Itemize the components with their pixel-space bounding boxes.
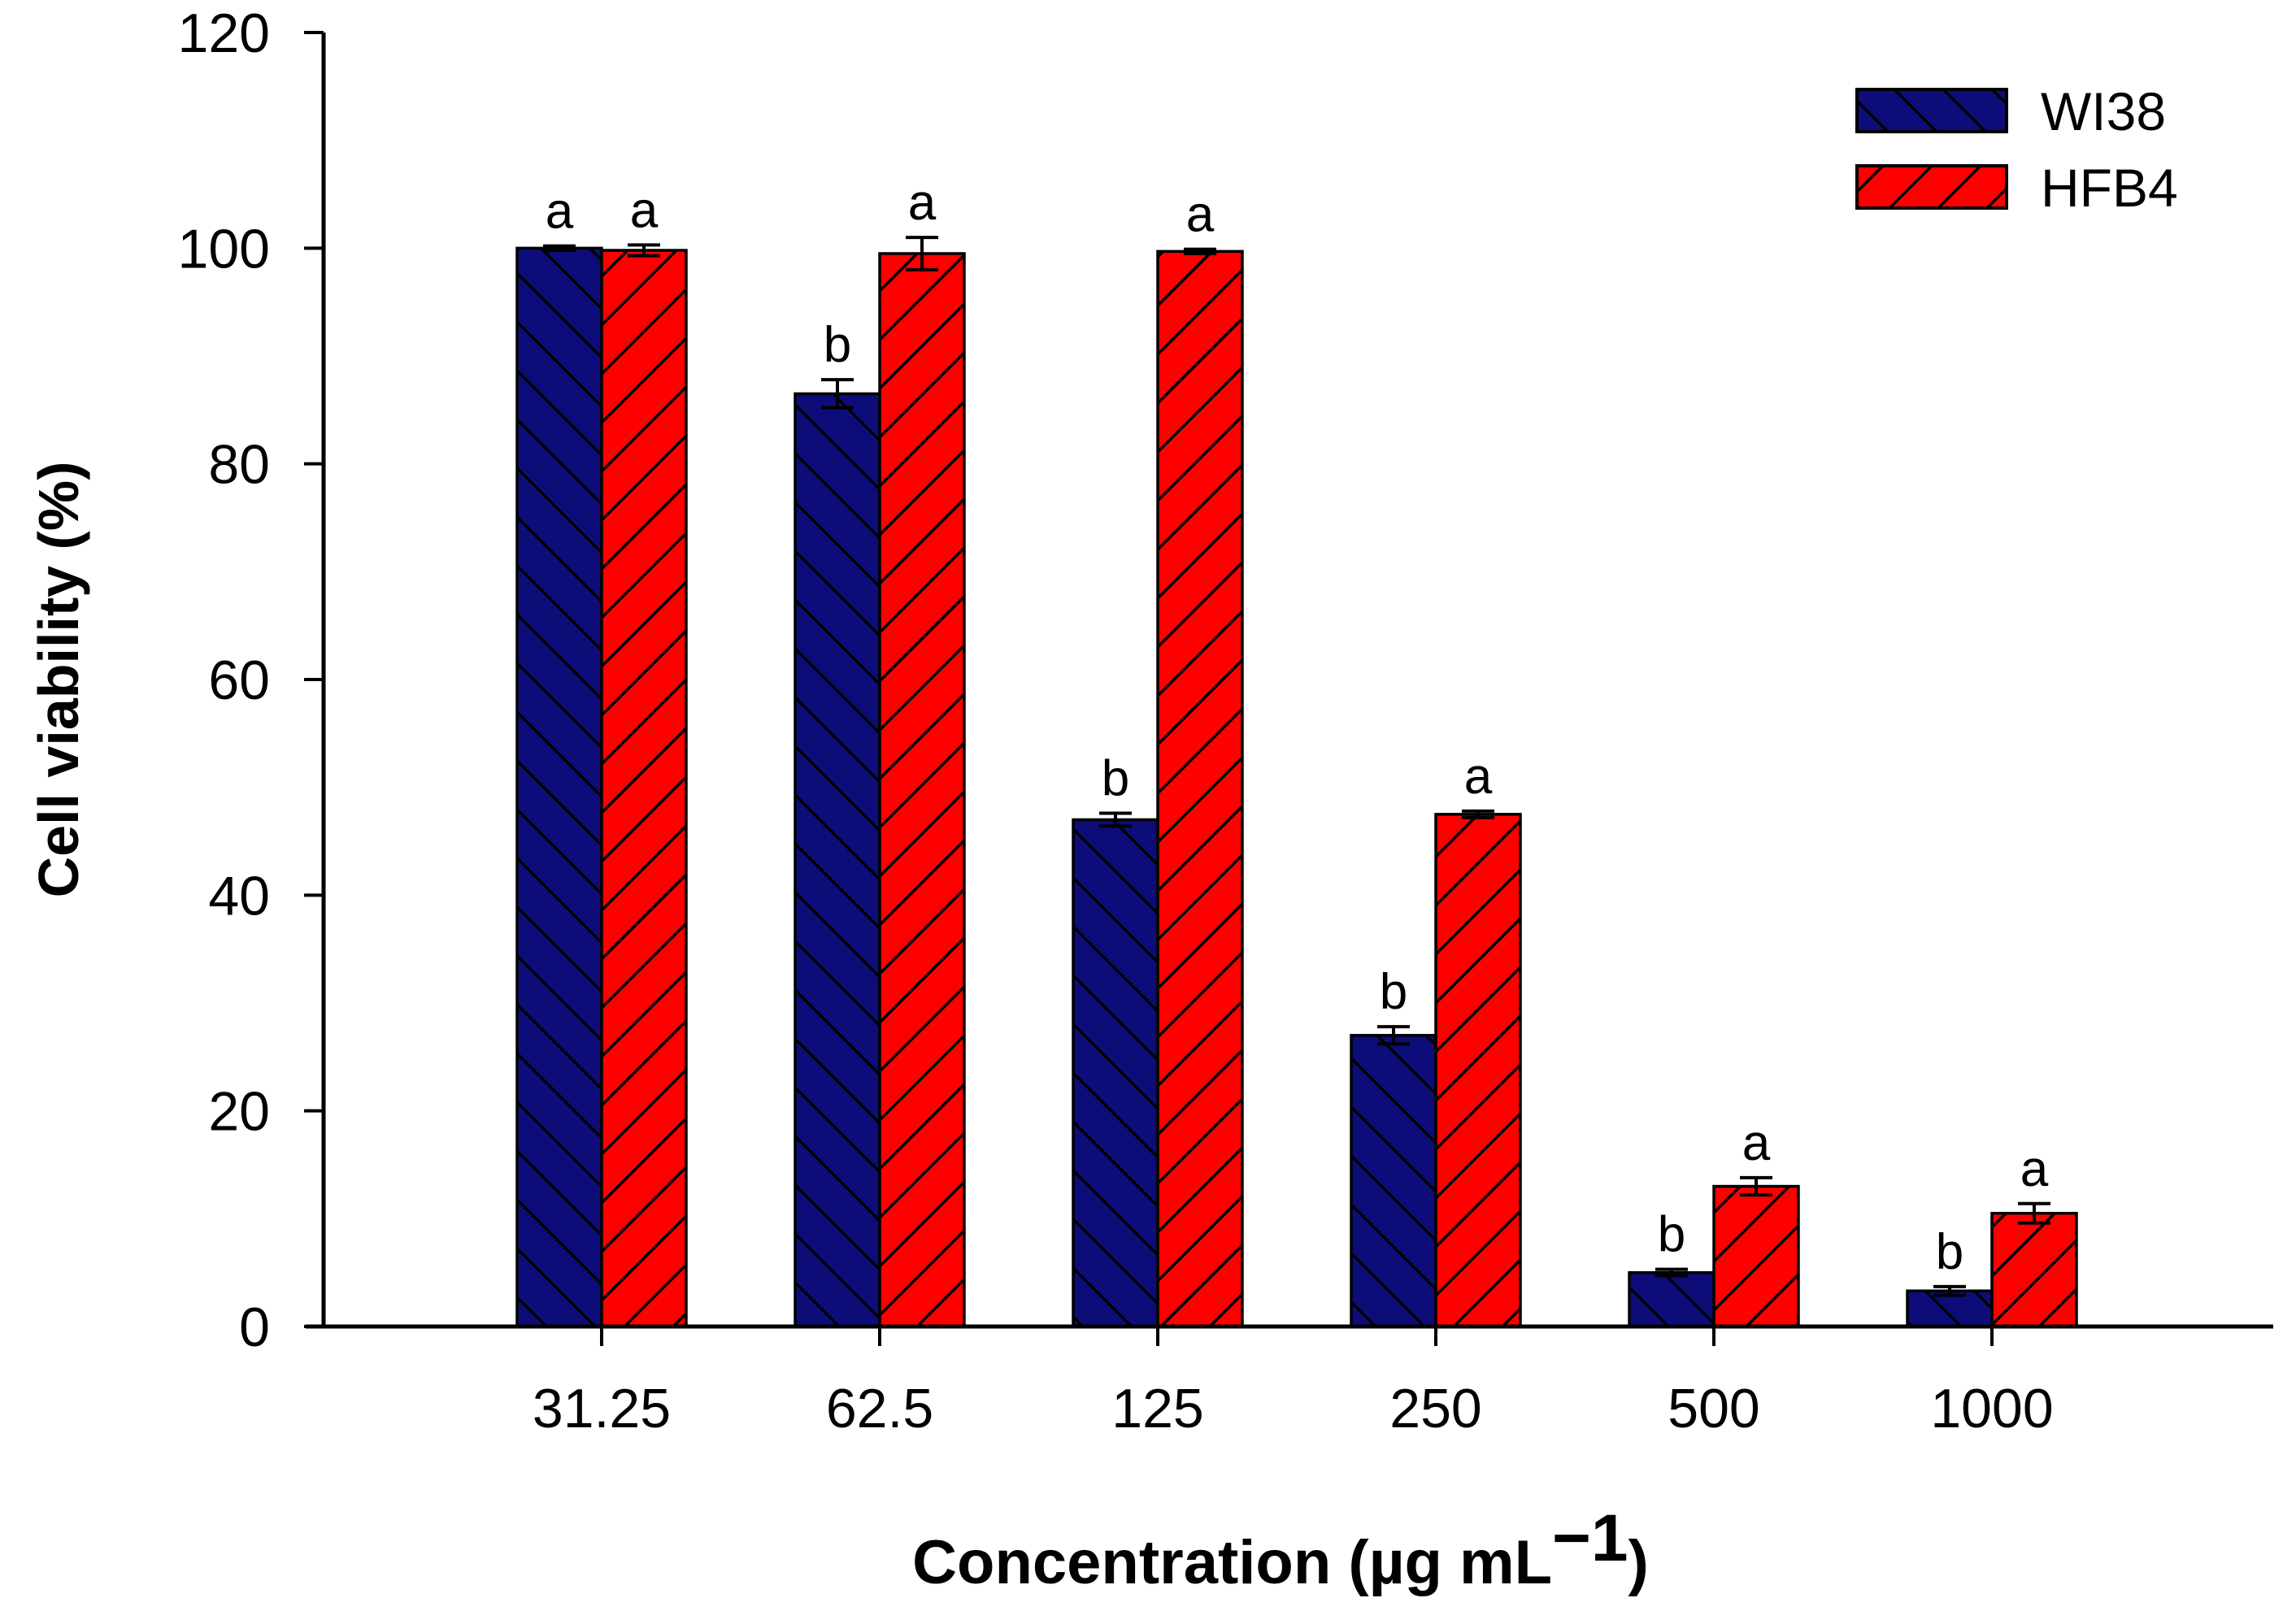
bar-wi38 <box>1350 1034 1437 1328</box>
y-tick-label: 0 <box>239 1296 270 1358</box>
legend-label-wi38: WI38 <box>2041 81 2166 141</box>
significance-label-hfb4: a <box>2020 1141 2049 1197</box>
x-tick-label: 62.5 <box>826 1378 933 1439</box>
bar-wi38 <box>515 246 603 1328</box>
error-bars-layer <box>543 236 2050 1297</box>
y-axis-title: Cell viability (%) <box>27 462 90 898</box>
significance-label-wi38: b <box>1102 751 1129 807</box>
x-tick-label: 1000 <box>1930 1378 2053 1439</box>
significance-label-hfb4: a <box>630 182 659 238</box>
x-tick-label: 500 <box>1668 1378 1759 1439</box>
legend-label-hfb4: HFB4 <box>2041 158 2178 218</box>
bar-hfb4 <box>600 249 688 1328</box>
significance-label-hfb4: a <box>1464 749 1493 805</box>
legend-swatch-hfb4 <box>1855 164 2008 210</box>
significance-label-wi38: a <box>546 184 574 240</box>
significance-label-wi38: b <box>1658 1207 1685 1263</box>
legend-swatch-wi38 <box>1855 88 2008 133</box>
significance-label-wi38: b <box>824 317 851 373</box>
significance-label-hfb4: a <box>1186 187 1215 243</box>
x-axis-title: Concentration (µg mL−1) <box>912 1501 1649 1597</box>
x-tick-label: 125 <box>1111 1378 1203 1439</box>
bar-hfb4 <box>1434 813 1522 1328</box>
y-tick-label: 40 <box>208 865 270 927</box>
bar-wi38 <box>1628 1270 1715 1328</box>
bar-wi38 <box>794 392 881 1328</box>
x-axis-title-main: Concentration (µg mL <box>912 1528 1552 1597</box>
y-tick-label: 120 <box>178 2 270 64</box>
x-ticks-layer: 31.25 62.5 125 250 500 1000 <box>533 1327 2054 1439</box>
y-tick-label: 20 <box>208 1081 270 1143</box>
significance-label-hfb4: a <box>1742 1115 1771 1171</box>
x-axis-title-suffix: ) <box>1629 1528 1649 1597</box>
bar-hfb4 <box>1712 1184 1800 1328</box>
bar-hfb4 <box>1156 250 1244 1328</box>
bar-hfb4 <box>878 252 966 1328</box>
x-tick-label: 250 <box>1389 1378 1481 1439</box>
significance-label-wi38: b <box>1380 964 1407 1020</box>
significance-label-hfb4: a <box>908 175 937 231</box>
legend: WI38 HFB4 <box>1855 81 2178 218</box>
y-ticks-layer: 0 20 40 60 80 100 120 <box>178 2 324 1358</box>
significance-label-wi38: b <box>1936 1224 1963 1280</box>
bar-wi38 <box>1072 818 1159 1328</box>
y-tick-label: 60 <box>208 649 270 711</box>
bar-hfb4 <box>1990 1211 2078 1328</box>
x-tick-label: 31.25 <box>533 1378 671 1439</box>
y-tick-label: 80 <box>208 434 270 496</box>
y-tick-label: 100 <box>178 218 270 280</box>
x-axis-title-superscript: −1 <box>1552 1501 1629 1575</box>
bars-layer <box>515 246 2078 1328</box>
